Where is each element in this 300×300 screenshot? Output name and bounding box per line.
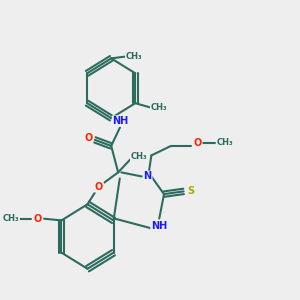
Text: CH₃: CH₃ [3, 214, 19, 223]
Text: CH₃: CH₃ [131, 152, 147, 160]
Text: CH₃: CH₃ [151, 103, 167, 112]
Text: O: O [33, 214, 41, 224]
Text: N: N [143, 172, 152, 182]
Text: O: O [84, 133, 93, 143]
Text: NH: NH [112, 116, 129, 126]
Text: O: O [194, 138, 202, 148]
Text: CH₃: CH₃ [216, 138, 233, 147]
Text: O: O [94, 182, 103, 192]
Text: NH: NH [151, 221, 167, 231]
Text: CH₃: CH₃ [126, 52, 142, 61]
Text: S: S [187, 186, 194, 197]
